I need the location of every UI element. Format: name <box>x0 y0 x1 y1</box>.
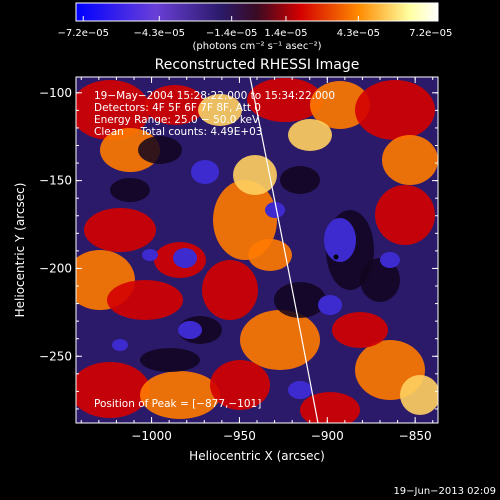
y-tick-label: −250 <box>39 349 72 363</box>
rhessi-image <box>76 77 438 423</box>
info-overlay: 19−May−2004 15:28:22.000 to 15:34:22.000… <box>94 90 335 410</box>
image-blob <box>100 128 160 172</box>
x-tick-label: −900 <box>311 429 344 443</box>
info-line-4: Clean Total counts: 4.49E+03 <box>94 126 263 138</box>
x-axis: −1000 −950 −900 −850 <box>80 77 434 443</box>
image-trough <box>360 258 400 302</box>
y-tick-label: −200 <box>39 261 72 275</box>
info-line-3: Energy Range: 25.0 − 50.0 keV <box>94 114 260 126</box>
y-axis-label: Heliocentric Y (arcsec) <box>13 183 27 318</box>
image-minimum <box>173 248 197 268</box>
image-blob <box>382 135 438 185</box>
image-blob <box>355 80 435 140</box>
image-blob <box>233 155 277 195</box>
image-blobs <box>76 78 438 423</box>
x-tick-label: −850 <box>399 429 432 443</box>
x-axis-label: Heliocentric X (arcsec) <box>189 449 325 463</box>
image-trough <box>138 136 182 164</box>
image-blob <box>288 119 332 151</box>
image-blob <box>107 280 183 320</box>
colorbar: −7.2e−05 −4.3e−05 −1.4e−05 1.4e−05 4.3e−05 7.… <box>57 2 452 52</box>
image-trough <box>140 348 200 372</box>
image-blob <box>375 185 435 245</box>
image-blob <box>213 180 277 260</box>
image-trough <box>274 282 326 318</box>
image-minimum <box>178 321 202 339</box>
image-blob <box>247 78 323 122</box>
image-blob <box>240 310 320 370</box>
image-blob <box>76 362 150 418</box>
image-minimum <box>142 249 158 261</box>
image-trough <box>280 166 320 194</box>
image-blob <box>400 375 438 415</box>
colorbar-tick-label: −4.3e−05 <box>133 28 185 39</box>
colorbar-tick-label: 1.4e−05 <box>264 28 307 39</box>
image-minimum <box>191 160 219 184</box>
colorbar-tick-label: −7.2e−05 <box>57 28 109 39</box>
image-minimum <box>318 295 342 315</box>
image-minimum <box>112 339 128 351</box>
image-blob <box>210 360 270 410</box>
colorbar-tick-label: −1.4e−05 <box>206 28 258 39</box>
y-tick-label: −150 <box>39 174 72 188</box>
colorbar-tick-label: 7.2e−05 <box>409 28 452 39</box>
colorbar-ticks: −7.2e−05 −4.3e−05 −1.4e−05 1.4e−05 4.3e−05 7.… <box>57 16 452 39</box>
y-axis: −100 −150 −200 −250 <box>39 86 438 410</box>
image-minimum <box>265 202 285 218</box>
image-blob <box>140 371 220 419</box>
image-blob <box>332 312 388 348</box>
peak-position-text: Position of Peak = [−877,−101] <box>94 398 261 410</box>
image-minimum <box>324 218 356 262</box>
solar-limb <box>249 77 319 423</box>
image-blob <box>202 260 258 320</box>
info-line-1: 19−May−2004 15:28:22.000 to 15:34:22.000 <box>94 90 335 102</box>
peak-marker <box>333 254 339 260</box>
image-blob <box>198 94 242 126</box>
image-minimum <box>288 381 312 399</box>
colorbar-units: (photons cm⁻² s⁻¹ asec⁻²) <box>192 41 321 52</box>
image-trough <box>110 178 150 202</box>
x-tick-label: −950 <box>223 429 256 443</box>
x-tick-label: −1000 <box>131 429 172 443</box>
image-blob <box>145 85 205 125</box>
image-blob <box>248 239 292 271</box>
image-blob <box>300 392 360 423</box>
y-tick-label: −100 <box>39 86 72 100</box>
render-date: 19−Jun−2013 02:09 <box>393 486 496 497</box>
colorbar-gradient <box>75 2 439 22</box>
info-line-2: Detectors: 4F 5F 6F 7F 8F, Att 0 <box>94 102 261 114</box>
image-blob <box>76 80 150 140</box>
image-minimum <box>380 252 400 268</box>
image-blob <box>310 81 370 129</box>
colorbar-tick-label: 4.3e−05 <box>337 28 380 39</box>
plot-title: Reconstructed RHESSI Image <box>155 57 360 73</box>
image-blob <box>84 208 156 252</box>
